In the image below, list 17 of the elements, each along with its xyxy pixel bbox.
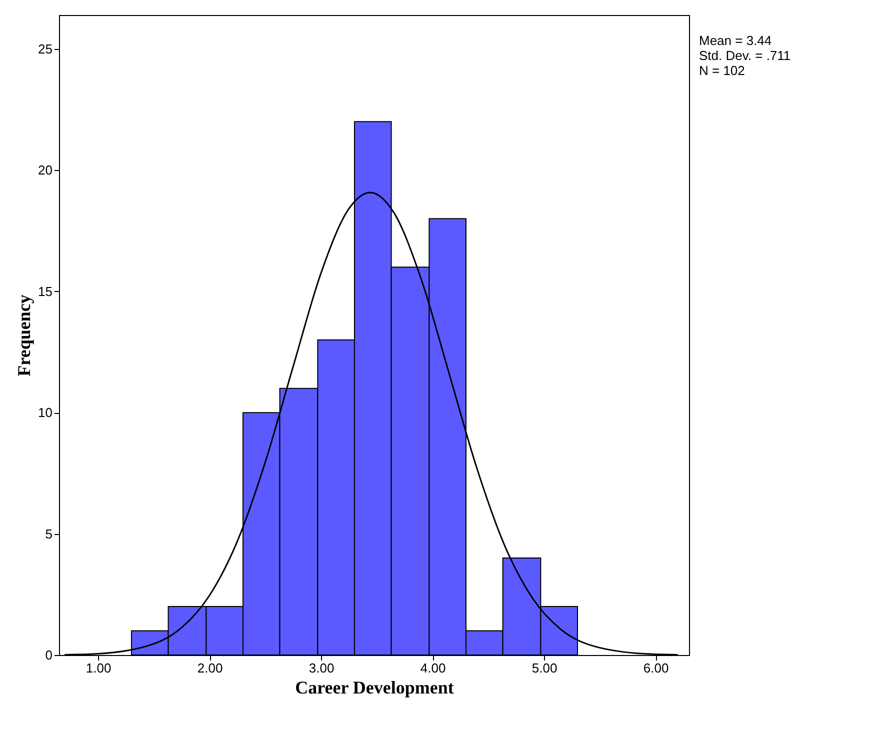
text: Mean = 3.44 [699,33,772,48]
x-tick-label: 2.00 [197,660,223,676]
y-tick-label: 15 [38,284,52,299]
text: Std. Dev. = .711 [699,48,791,63]
y-tick-label: 5 [45,526,52,542]
x-axis-title: Career Development [295,678,454,698]
y-tick-label: 0 [45,648,52,662]
y-axis-title: Frequency [14,294,34,376]
y-tick-label: 10 [38,405,52,420]
x-tick-label: 5.00 [532,660,558,676]
text: N = 102 [699,63,745,78]
x-tick-label: 1.00 [86,660,112,676]
x-tick-label: 6.00 [643,660,669,676]
y-tick-label: 20 [38,162,52,178]
y-tick-label: 25 [38,41,52,56]
x-tick-label: 3.00 [308,660,334,676]
x-tick-label: 4.00 [420,660,446,676]
